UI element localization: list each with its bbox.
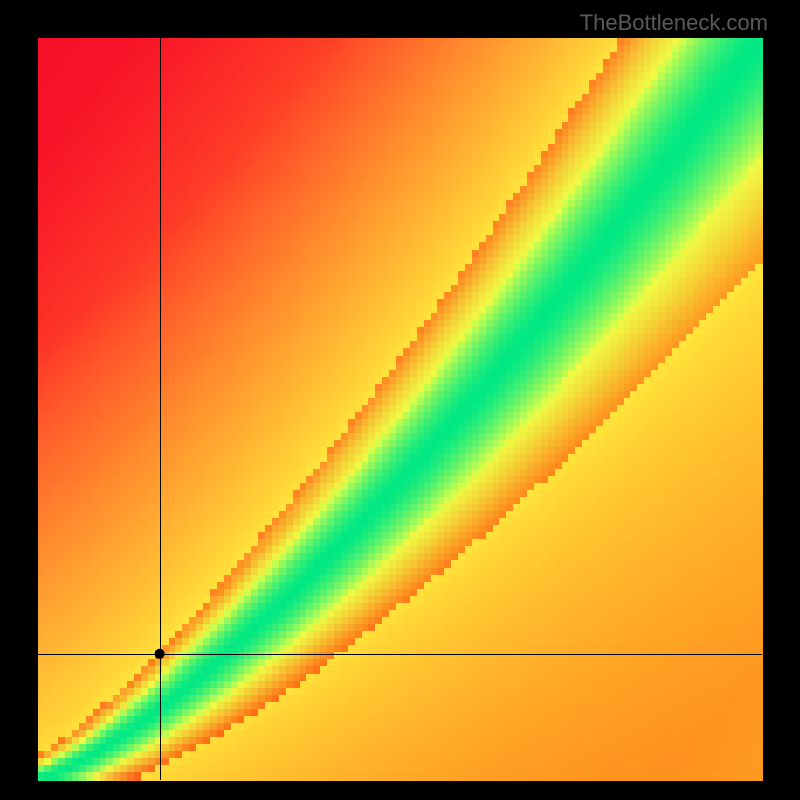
bottleneck-heatmap xyxy=(0,0,800,800)
chart-container: TheBottleneck.com xyxy=(0,0,800,800)
watermark-text: TheBottleneck.com xyxy=(580,10,768,36)
